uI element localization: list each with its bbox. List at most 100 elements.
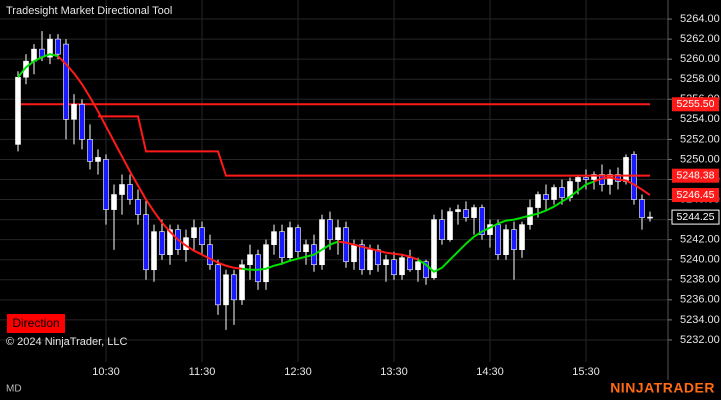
price-marker-label: 5246.45 bbox=[677, 189, 715, 201]
price-marker bbox=[672, 97, 719, 112]
copyright: © 2024 NinjaTrader, LLC bbox=[6, 336, 127, 348]
y-tick-label: 5254.00 bbox=[680, 113, 720, 125]
candle-body bbox=[359, 244, 365, 271]
price-marker bbox=[672, 188, 719, 203]
x-tick-label: 14:30 bbox=[476, 366, 504, 378]
direction-button-label[interactable]: Direction bbox=[12, 316, 59, 330]
price-marker-label: 5255.50 bbox=[677, 98, 715, 110]
candle-body bbox=[343, 227, 349, 263]
candle-body bbox=[231, 274, 237, 301]
candle-body bbox=[543, 194, 549, 200]
candle-body bbox=[279, 231, 285, 259]
candle-body bbox=[47, 38, 53, 58]
candle-body bbox=[471, 207, 477, 218]
y-tick-label: 5250.00 bbox=[680, 153, 720, 165]
candle-body bbox=[263, 244, 269, 283]
candle-body bbox=[535, 194, 541, 208]
indicator-line bbox=[98, 115, 650, 177]
price-marker-label: 5248.38 bbox=[677, 169, 715, 181]
candle-body bbox=[87, 139, 93, 162]
y-tick-label: 5232.00 bbox=[680, 334, 720, 346]
candle-body bbox=[95, 157, 101, 162]
candle-body bbox=[143, 214, 149, 271]
candle-body bbox=[415, 261, 421, 271]
candle-body bbox=[583, 177, 589, 180]
y-tick-label: 5258.00 bbox=[680, 73, 720, 85]
candle-body bbox=[575, 177, 581, 182]
candle-body bbox=[463, 209, 469, 218]
candle-body bbox=[159, 231, 165, 256]
price-marker bbox=[672, 168, 719, 183]
candle-body bbox=[55, 38, 61, 55]
logo: NINJATRADER bbox=[610, 380, 715, 396]
y-tick-label: 5260.00 bbox=[680, 53, 720, 65]
candle-body bbox=[255, 254, 261, 283]
candle-body bbox=[511, 229, 517, 250]
candle-body bbox=[271, 231, 277, 245]
price-marker bbox=[671, 209, 720, 225]
y-tick-label: 5264.00 bbox=[680, 13, 720, 25]
candle-body bbox=[63, 43, 69, 120]
candle-body bbox=[639, 199, 645, 218]
candle-body bbox=[287, 227, 293, 259]
candle-body bbox=[591, 174, 597, 180]
y-tick-label: 5234.00 bbox=[680, 314, 720, 326]
candle-body bbox=[103, 159, 109, 210]
candle-body bbox=[79, 103, 85, 140]
candle-body bbox=[447, 211, 453, 240]
candle-body bbox=[135, 199, 141, 215]
candle-body bbox=[239, 264, 245, 301]
candle-body bbox=[151, 231, 157, 271]
candle-body bbox=[327, 219, 333, 240]
candle-body bbox=[423, 261, 429, 279]
candle-body bbox=[303, 244, 309, 252]
candle-body bbox=[495, 224, 501, 256]
candle-body bbox=[215, 264, 221, 306]
candle-body bbox=[631, 154, 637, 200]
y-tick-label: 5242.00 bbox=[680, 234, 720, 246]
candle-body bbox=[247, 254, 253, 266]
price-marker-label: 5244.25 bbox=[677, 211, 715, 223]
candle-body bbox=[111, 194, 117, 210]
candle-body bbox=[647, 216, 653, 219]
candle-body bbox=[367, 249, 373, 271]
chart-title: Tradesight Market Directional Tool bbox=[6, 5, 172, 17]
y-tick-label: 5240.00 bbox=[680, 254, 720, 266]
candle-body bbox=[623, 157, 629, 182]
candle-body bbox=[519, 224, 525, 250]
x-tick-label: 12:30 bbox=[284, 366, 312, 378]
candle-body bbox=[167, 229, 173, 256]
candle-body bbox=[319, 219, 325, 266]
candle-body bbox=[351, 244, 357, 263]
direction-button[interactable] bbox=[7, 314, 65, 333]
candle-body bbox=[551, 187, 557, 200]
footer-label: MD bbox=[6, 384, 22, 395]
y-tick-label: 5252.00 bbox=[680, 133, 720, 145]
candle-body bbox=[119, 184, 125, 195]
candle-body bbox=[399, 257, 405, 276]
y-tick-label: 5238.00 bbox=[680, 274, 720, 286]
candle-body bbox=[295, 227, 301, 252]
candle-body bbox=[559, 187, 565, 198]
candle-body bbox=[503, 229, 509, 256]
x-tick-label: 11:30 bbox=[189, 366, 216, 378]
candle-body bbox=[199, 227, 205, 245]
y-tick-label: 5236.00 bbox=[680, 294, 720, 306]
candle-body bbox=[607, 174, 613, 185]
candle-body bbox=[455, 209, 461, 212]
candle-body bbox=[207, 244, 213, 266]
candle-body bbox=[431, 219, 437, 279]
candle-body bbox=[223, 274, 229, 306]
indicator-line bbox=[17, 53, 595, 273]
x-tick-label: 13:30 bbox=[380, 366, 408, 378]
candle-body bbox=[391, 259, 397, 276]
x-tick-label: 15:30 bbox=[572, 366, 600, 378]
plot-area bbox=[0, 0, 668, 362]
y-tick-label: 5262.00 bbox=[680, 33, 720, 45]
candle-body bbox=[407, 257, 413, 271]
x-tick-label: 10:30 bbox=[92, 366, 120, 378]
candle-body bbox=[383, 259, 389, 266]
candle-body bbox=[127, 184, 133, 200]
candle-body bbox=[439, 219, 445, 240]
